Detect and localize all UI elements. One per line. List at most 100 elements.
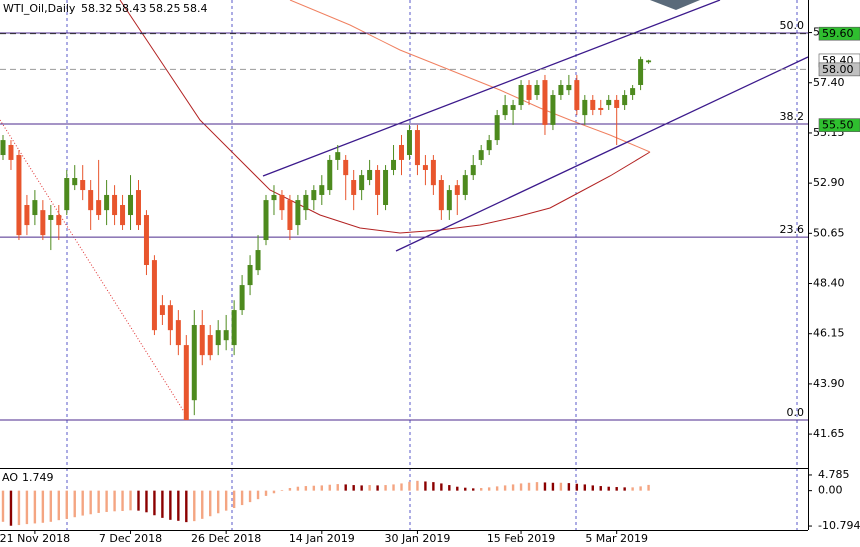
ao-bar (368, 485, 371, 491)
candle-body (558, 84, 564, 96)
candle-body (191, 325, 197, 401)
ao-bar (480, 488, 483, 491)
ao-bar (288, 488, 292, 491)
candle-body (72, 178, 78, 186)
ao-bar (352, 485, 355, 491)
x-tick-label: 14 Jan 2019 (289, 532, 355, 545)
ao-bar (623, 487, 626, 491)
ao-bar (464, 487, 467, 491)
candle-body (622, 95, 628, 106)
ao-bar (113, 490, 116, 512)
ao-bar (9, 490, 13, 526)
candle-body (255, 250, 261, 271)
candle-body (566, 84, 572, 91)
ao-bar (567, 483, 571, 491)
ao-y-tick-label: 4.785 (818, 468, 850, 481)
dotted-trend-line (0, 119, 189, 419)
candle-body (88, 190, 94, 211)
x-tick-label: 15 Feb 2019 (487, 532, 555, 545)
candle-body (582, 99, 588, 116)
candle-body (311, 190, 317, 201)
period-separators (66, 0, 798, 530)
ao-bar (177, 490, 180, 521)
candle-body (534, 84, 540, 96)
candle-body (279, 194, 285, 211)
candle-body (319, 185, 325, 195)
fib-label: 23.6 (780, 223, 805, 236)
ao-bar (240, 490, 244, 506)
candle-body (143, 215, 149, 266)
ao-title: AO (2, 471, 18, 484)
chart-title: WTI_Oil,Daily (3, 2, 76, 15)
ao-bar (232, 490, 236, 509)
candle-body (598, 107, 604, 110)
ao-bar (647, 484, 650, 491)
ao-bar (400, 483, 403, 491)
candle-body (207, 335, 213, 356)
ao-bar (416, 480, 419, 491)
ao-bar (153, 490, 156, 516)
candle-body (422, 165, 428, 170)
candle-body (646, 60, 652, 63)
candle-body (351, 180, 357, 195)
ao-bar (201, 490, 204, 519)
candle-body (399, 144, 404, 160)
candle-body (104, 194, 110, 211)
candle-body (287, 200, 293, 230)
candle-body (606, 99, 612, 106)
ao-bar (296, 486, 300, 491)
ao-bar (129, 490, 132, 511)
ao-bar (607, 486, 610, 491)
candle-body (199, 325, 205, 356)
candle-body (486, 140, 492, 151)
candle-body (470, 165, 476, 176)
ohlc-open: 58.32 (81, 2, 113, 15)
y-tick-label: 52.90 (813, 176, 845, 189)
ao-bar (224, 490, 228, 511)
candle-body (96, 200, 102, 216)
ao-bar (209, 490, 212, 517)
ao-bar (408, 481, 411, 491)
ao-bar (631, 487, 634, 491)
ao-bar (487, 487, 491, 491)
candle-body (167, 305, 173, 331)
ao-bar (511, 484, 515, 491)
ao-bar (543, 482, 547, 491)
moving-average-slow (119, 0, 651, 234)
ao-bar (448, 485, 451, 491)
candle-body (32, 200, 38, 216)
x-tick-label: 5 Mar 2019 (585, 532, 648, 545)
ao-bar (25, 490, 29, 525)
y-tick-label: 41.65 (813, 427, 845, 440)
channel-lower (395, 56, 809, 252)
candle-body (383, 169, 389, 206)
candle-body (271, 194, 277, 201)
y-tick-label: 43.90 (813, 377, 845, 390)
candle-body (430, 159, 436, 186)
candle-body (542, 80, 548, 125)
ao-bar (216, 490, 220, 514)
ao-bar (360, 485, 363, 491)
ao-bar (519, 483, 523, 491)
candle-body (80, 180, 86, 191)
candle-body (335, 152, 341, 160)
ao-bar (575, 483, 579, 491)
candle-body (550, 95, 556, 125)
candle-body (446, 190, 452, 211)
candle-body (638, 59, 644, 85)
frame (0, 0, 809, 531)
ao-bar (49, 490, 53, 522)
candle-body (327, 159, 333, 191)
candle-body (120, 205, 126, 226)
ao-bar (193, 490, 196, 522)
candle-body (16, 155, 22, 236)
candle-body (391, 159, 397, 170)
ao-bar (256, 490, 260, 500)
candle-body (590, 99, 596, 110)
ao-bar (535, 482, 539, 491)
ao-bar (344, 484, 347, 491)
ao-bar (551, 482, 555, 491)
ao-bar (559, 482, 563, 491)
candle-body (112, 194, 118, 216)
